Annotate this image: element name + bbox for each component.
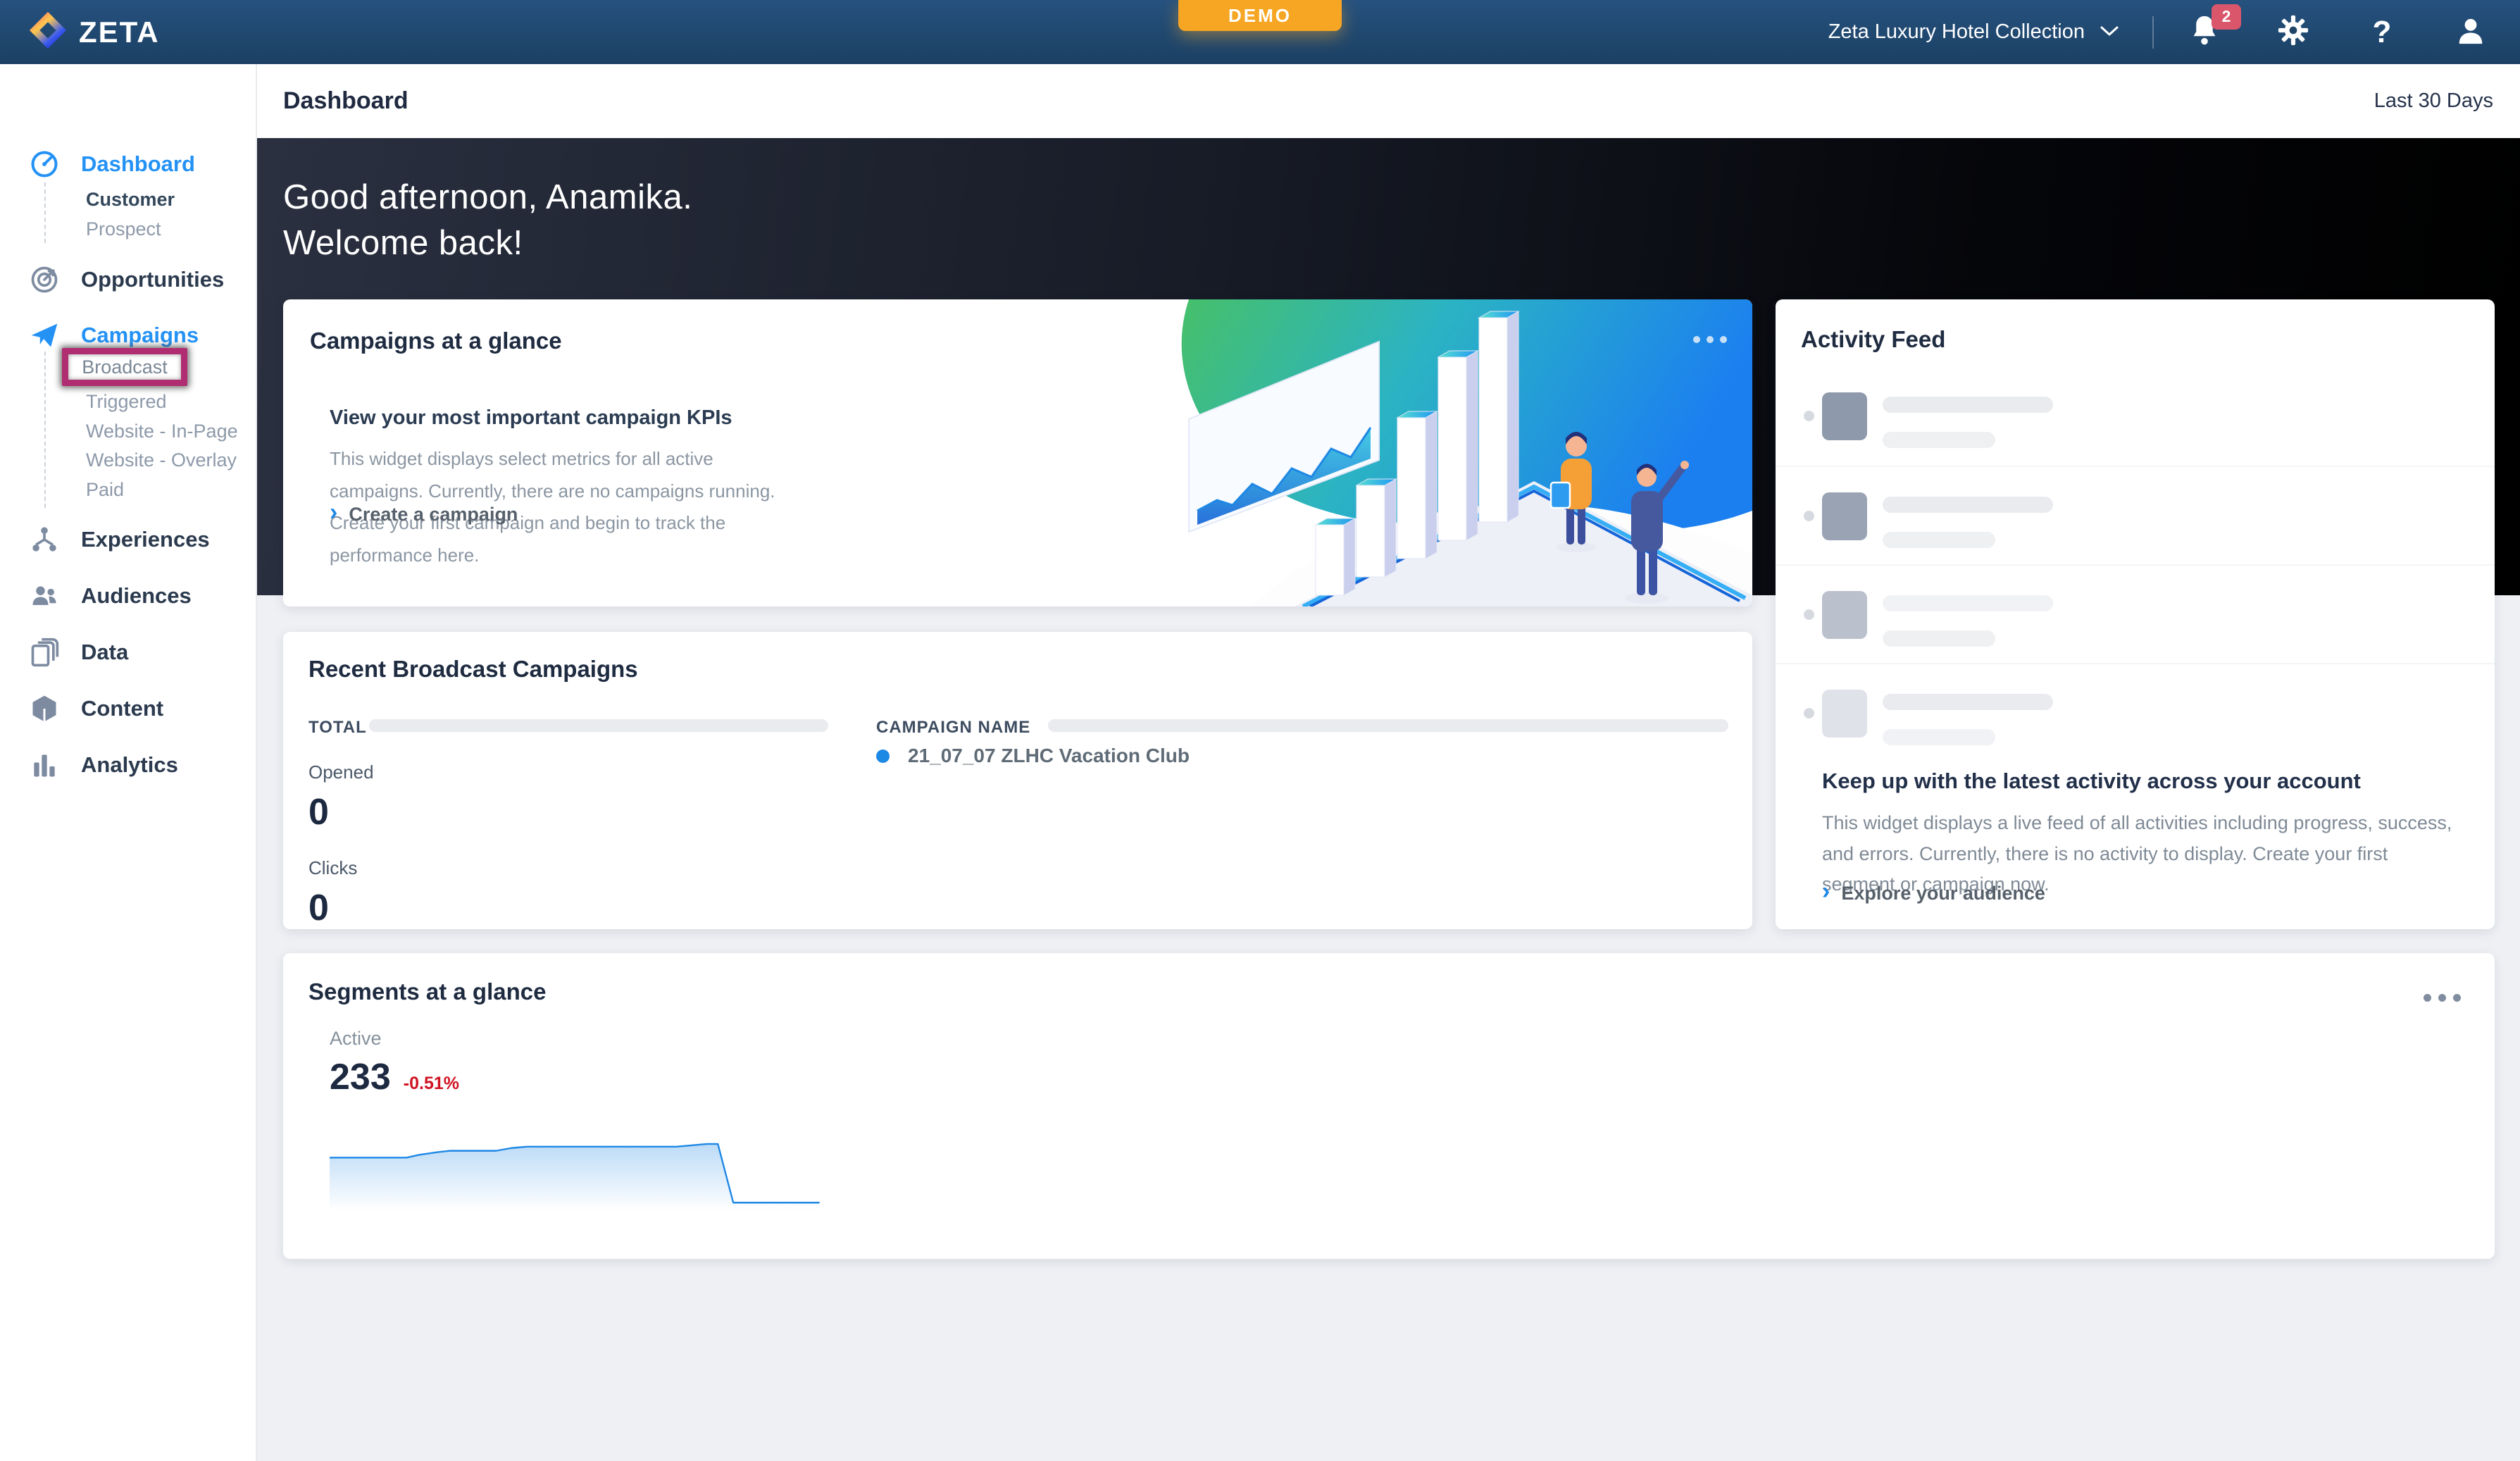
sparkline-line [330,1144,820,1202]
sparkline-area [330,1143,820,1211]
greeting: Good afternoon, Anamika. Welcome back! [283,178,693,262]
skeleton-avatar [1822,690,1867,738]
skeleton-avatar [1822,392,1867,440]
demo-badge: DEMO [1178,0,1342,31]
bullet-icon [1804,511,1814,521]
gear-icon [2277,14,2309,50]
broadcast-annotation: Broadcast [62,348,187,386]
sidebar-item-website-overlay[interactable]: Website - Overlay [86,449,237,471]
explore-audience-link[interactable]: › Explore your audience [1822,878,2045,904]
sidebar-item-content[interactable]: Content [0,691,257,726]
users-icon [28,580,61,612]
campaign-name-column-label: CAMPAIGN NAME [876,718,1031,737]
documents-icon [28,636,61,669]
clicks-label: Clicks [308,857,358,878]
segments-card-title: Segments at a glance [308,978,547,1005]
notifications-button[interactable]: 2 [2186,4,2241,51]
zeta-logo-icon [28,11,68,54]
sidebar: Dashboard Customer Prospect Opportunitie… [0,64,257,1461]
total-column-bar [369,719,828,732]
sidebar-item-triggered[interactable]: Triggered [86,390,167,412]
sidebar-item-customer[interactable]: Customer [86,188,175,210]
user-menu-button[interactable] [2452,14,2489,51]
account-switcher[interactable]: Zeta Luxury Hotel Collection [1828,20,2120,44]
skeleton-avatar [1822,492,1867,540]
sidebar-item-campaigns[interactable]: Campaigns [0,318,257,353]
activity-feed-card: Activity Feed Keep up with the latest ac… [1776,299,2495,929]
campaigns-at-a-glance-card: Campaigns at a glance View your most imp… [283,299,1752,607]
total-column-label: TOTAL [308,718,367,737]
opened-label: Opened [308,761,374,783]
date-range-selector[interactable]: Last 30 Days [2374,89,2493,112]
navbar-divider [2152,15,2154,49]
skeleton-row [1776,367,2495,466]
brand-name: ZETA [79,15,160,49]
campaigns-card-subtitle: View your most important campaign KPIs [330,406,732,429]
paper-plane-icon [28,319,61,352]
sidebar-rail [44,182,46,243]
campaign-row[interactable]: 21_07_07 ZLHC Vacation Club [876,745,1190,767]
campaigns-illustration [1083,299,1752,607]
page-title: Dashboard [283,87,408,114]
sidebar-item-prospect[interactable]: Prospect [86,218,161,240]
sidebar-item-analytics[interactable]: Analytics [0,747,257,783]
user-icon [2454,14,2487,50]
chevron-down-icon [2099,20,2120,44]
create-campaign-link[interactable]: › Create a campaign [330,499,518,526]
active-segments-delta: -0.51% [403,1074,459,1093]
active-segments-value: 233 [330,1057,391,1098]
activity-feed-heading: Keep up with the latest activity across … [1822,769,2361,793]
campaign-status-dot [876,749,890,763]
recent-broadcast-campaigns-card: Recent Broadcast Campaigns TOTAL CAMPAIG… [283,632,1752,929]
segments-card-menu[interactable] [2424,994,2461,1002]
zeta-brand[interactable]: ZETA [0,11,160,54]
notification-badge: 2 [2212,4,2241,30]
flow-icon [28,523,61,556]
campaign-name: 21_07_07 ZLHC Vacation Club [908,745,1190,766]
campaign-name-column-bar [1048,719,1728,732]
skeleton-avatar [1822,591,1867,639]
opened-value: 0 [308,792,329,833]
campaigns-card-menu[interactable] [1693,336,1727,343]
target-icon [28,263,61,296]
bell-icon [2189,13,2220,51]
speedometer-icon [28,148,61,180]
sidebar-item-website-in-page[interactable]: Website - In-Page [86,420,238,442]
skeleton-row [1776,564,2495,663]
help-button[interactable]: ? [2364,14,2400,51]
broadcast-card-title: Recent Broadcast Campaigns [308,656,638,682]
cube-icon [28,692,61,725]
campaigns-card-title: Campaigns at a glance [310,328,562,354]
sidebar-item-dashboard[interactable]: Dashboard [0,147,257,182]
sidebar-item-broadcast[interactable]: Broadcast [82,356,168,378]
content-header: Dashboard Last 30 Days [257,64,2520,138]
activity-feed-title: Activity Feed [1801,326,1946,352]
chevron-right-icon: › [330,499,338,526]
bar-chart-icon [28,749,61,781]
bullet-icon [1804,411,1814,421]
active-label: Active [330,1028,382,1049]
skeleton-row [1776,663,2495,761]
sidebar-item-paid[interactable]: Paid [86,478,125,500]
segments-sparkline [330,1121,820,1211]
sidebar-item-audiences[interactable]: Audiences [0,578,257,614]
top-navbar: ZETA DEMO Zeta Luxury Hotel Collection 2 [0,0,2520,64]
account-name: Zeta Luxury Hotel Collection [1828,20,2085,43]
chevron-right-icon: › [1822,878,1830,904]
campaigns-card-body: This widget displays select metrics for … [330,448,775,566]
sidebar-item-data[interactable]: Data [0,635,257,670]
settings-button[interactable] [2275,14,2312,51]
bullet-icon [1804,609,1814,620]
help-icon: ? [2372,14,2392,49]
sidebar-item-experiences[interactable]: Experiences [0,522,257,557]
segments-at-a-glance-card: Segments at a glance Active 233 -0.51% [283,953,2495,1259]
skeleton-row [1776,466,2495,564]
sidebar-rail [44,352,46,508]
clicks-value: 0 [308,888,329,928]
sidebar-item-opportunities[interactable]: Opportunities [0,262,257,297]
activity-feed-body: This widget displays a live feed of all … [1822,812,2452,895]
bullet-icon [1804,708,1814,719]
